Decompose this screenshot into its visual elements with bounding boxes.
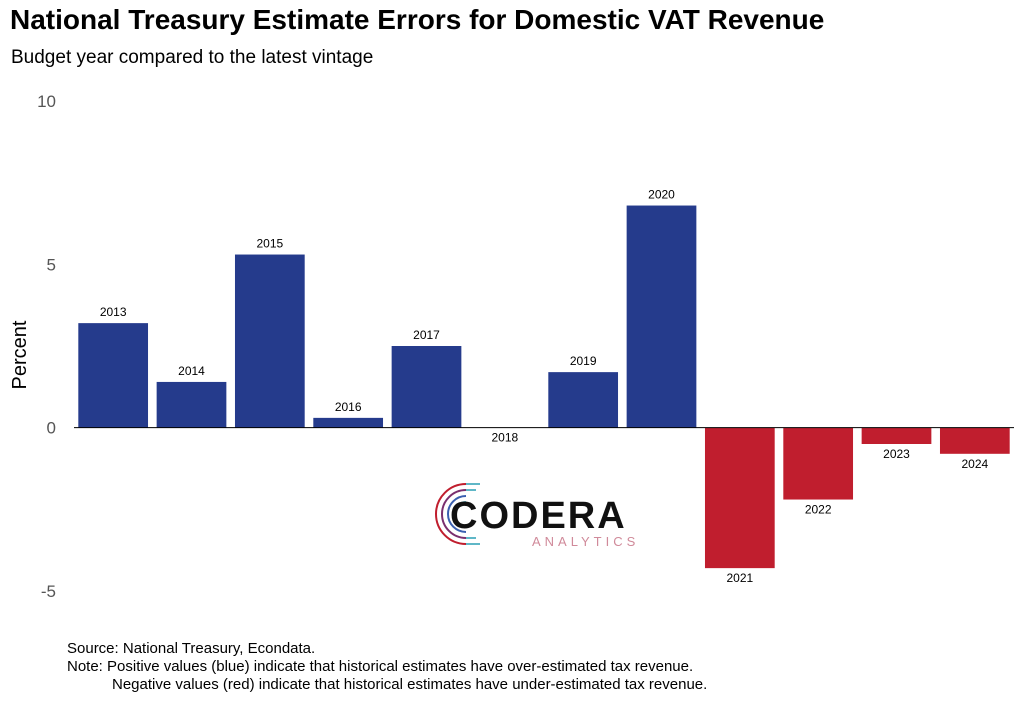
- y-axis-label: Percent: [9, 320, 31, 389]
- chart-footer: Source: National Treasury, Econdata. Not…: [67, 640, 707, 694]
- y-tick-label: -5: [41, 582, 56, 601]
- bar-2015: [234, 254, 305, 428]
- y-tick-label: 10: [37, 92, 56, 111]
- bar-2016: [313, 417, 384, 428]
- bar-2020: [626, 205, 697, 428]
- bar-2022: [783, 427, 854, 500]
- bar-2023: [861, 427, 932, 444]
- bar-2019: [548, 372, 619, 428]
- bar-2013: [78, 323, 149, 428]
- logo-tagline: ANALYTICS: [532, 534, 639, 549]
- bar-label-2017: 2017: [413, 328, 440, 342]
- codera-logo-graphic: CODERA ANALYTICS: [435, 483, 639, 549]
- bar-2024: [939, 427, 1010, 454]
- bar-label-2023: 2023: [883, 447, 910, 461]
- bar-label-2018: 2018: [491, 431, 518, 445]
- y-axis-ticks: 10 5 0 -5: [37, 92, 56, 601]
- y-tick-label: 5: [47, 255, 56, 274]
- note-line-1: Note: Positive values (blue) indicate th…: [67, 658, 694, 675]
- bar-label-2021: 2021: [726, 571, 753, 585]
- bar-2021: [704, 427, 775, 569]
- logo-emblem-icon: [435, 483, 480, 545]
- source-note: Source: National Treasury, Econdata.: [67, 640, 316, 657]
- bar-label-2015: 2015: [256, 237, 283, 251]
- logo-name: CODERA: [450, 495, 627, 537]
- note-line-2: Negative values (red) indicate that hist…: [112, 676, 708, 693]
- bar-label-2016: 2016: [335, 400, 362, 414]
- bar-2017: [391, 346, 462, 428]
- bar-label-2020: 2020: [648, 188, 675, 202]
- bar-label-2014: 2014: [178, 364, 205, 378]
- bar-2014: [156, 381, 227, 428]
- bar-label-2019: 2019: [570, 354, 597, 368]
- chart-subtitle: Budget year compared to the latest vinta…: [11, 47, 374, 68]
- chart-title: National Treasury Estimate Errors for Do…: [10, 4, 825, 35]
- bar-label-2022: 2022: [805, 503, 832, 517]
- y-tick-label: 0: [47, 419, 56, 438]
- bar-label-2024: 2024: [961, 457, 988, 471]
- bars-group: [78, 205, 1010, 569]
- data-labels: 2013 2014 2015 2016 2017 2018 2019 2020 2021 2022…: [100, 188, 989, 586]
- bar-label-2013: 2013: [100, 305, 127, 319]
- codera-logo: CODERA ANALYTICS: [428, 476, 653, 551]
